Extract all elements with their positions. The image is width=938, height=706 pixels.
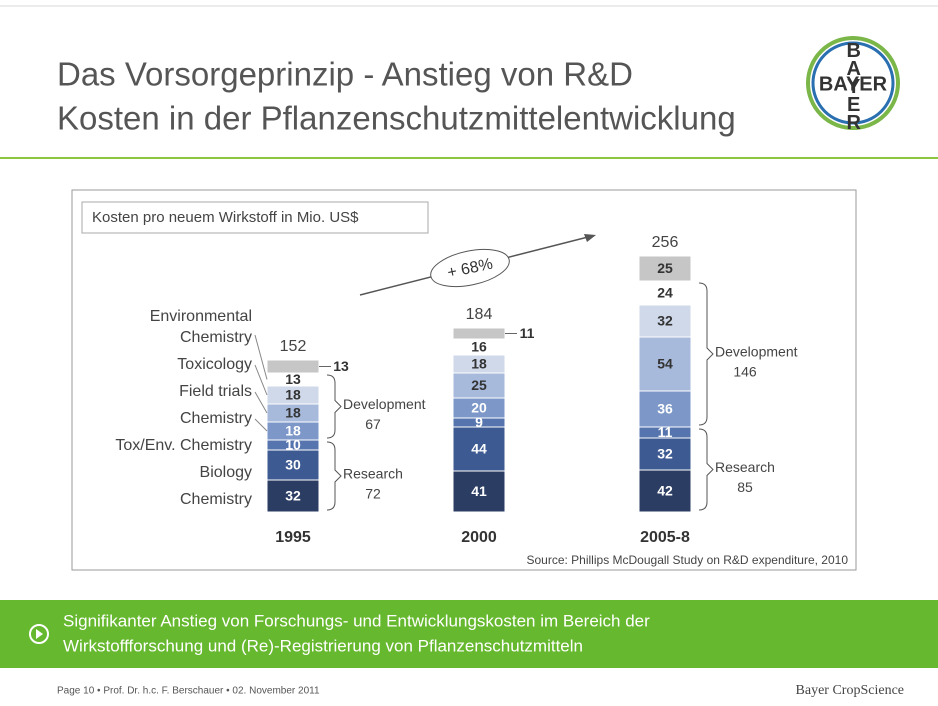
value-label: 16 <box>471 339 487 355</box>
value-label: 18 <box>285 387 301 403</box>
bar-segment <box>452 372 506 399</box>
bracket-label: Research <box>343 466 403 482</box>
value-label: 25 <box>471 377 487 393</box>
chart-subtitle: Kosten pro neuem Wirkstoff in Mio. US$ <box>92 209 359 226</box>
total-label: 256 <box>652 234 679 251</box>
bar-segment <box>452 470 506 513</box>
bracket-value: 72 <box>365 486 381 502</box>
x-tick-label: 1995 <box>275 529 311 546</box>
bar-segment <box>638 336 692 392</box>
annotation-ellipse <box>430 248 510 288</box>
bracket-value: 85 <box>737 479 753 495</box>
value-label: 24 <box>657 285 673 301</box>
bar-segment <box>638 255 692 282</box>
value-label: 18 <box>285 423 301 439</box>
logo-ring <box>806 36 900 130</box>
value-label: 18 <box>471 356 487 372</box>
bracket-label: Development <box>343 396 426 412</box>
label-leader <box>254 391 268 414</box>
value-label: 32 <box>285 488 301 504</box>
subtitle-box <box>81 201 429 234</box>
label-leader <box>254 334 268 380</box>
value-label: 20 <box>471 400 487 416</box>
logo-text: BAYER <box>819 73 888 95</box>
logo-text: BAYER <box>843 40 865 130</box>
label-leader <box>254 418 268 432</box>
value-label: 11 <box>520 325 535 341</box>
bar-segment <box>452 327 506 340</box>
title-line: Das Vorsorgeprinzip - Anstieg von R&D <box>57 56 633 93</box>
value-label: 32 <box>657 313 673 329</box>
footer-left: Page 10 • Prof. Dr. h.c. F. Berschauer •… <box>57 686 320 697</box>
series-label: Biology <box>199 464 252 481</box>
total-label: 184 <box>466 306 493 323</box>
banner <box>0 600 938 668</box>
value-label: 18 <box>285 405 301 421</box>
bar-segment <box>638 469 692 513</box>
bracket <box>698 282 714 426</box>
series-label: Field trials <box>179 383 252 400</box>
total-label: 152 <box>280 338 307 355</box>
arrow-head <box>584 234 596 242</box>
bar-segment <box>266 449 320 481</box>
banner-icon <box>29 624 49 644</box>
banner-icon <box>36 629 43 639</box>
value-label: 32 <box>657 446 673 462</box>
banner-text: Wirkstoffforschung und (Re)-Registrierun… <box>63 636 583 655</box>
bar-segment <box>638 280 692 306</box>
x-tick-label: 2005-8 <box>640 529 690 546</box>
bracket-value: 67 <box>365 416 381 432</box>
label-leader <box>254 364 268 396</box>
bracket <box>698 428 714 511</box>
value-label: 41 <box>471 483 487 499</box>
bracket-label: Research <box>715 459 775 475</box>
value-label: 30 <box>285 457 301 473</box>
bar-segment <box>266 479 320 513</box>
series-label: Chemistry <box>179 410 252 427</box>
series-label: Toxicology <box>177 356 252 373</box>
series-label: Tox/Env. Chemistry <box>115 437 252 454</box>
footer-right: Bayer CropScience <box>796 683 904 698</box>
bar-segment <box>638 390 692 428</box>
value-label: 10 <box>285 437 301 453</box>
value-label: 44 <box>471 441 487 457</box>
series-label: Environmental Chemistry <box>149 308 252 346</box>
bar-segment <box>638 437 692 471</box>
logo-ring <box>811 41 895 125</box>
value-label: 54 <box>657 356 673 372</box>
title-line: Kosten in der Pflanzenschutzmittelentwic… <box>57 100 736 137</box>
source: Source: Phillips McDougall Study on R&D … <box>526 553 848 567</box>
value-label: 36 <box>657 401 673 417</box>
bracket <box>326 374 342 439</box>
value-label: 42 <box>657 483 673 499</box>
bar-segment <box>638 304 692 338</box>
x-tick-label: 2000 <box>461 529 497 546</box>
banner-text: Signifikanter Anstieg von Forschungs- un… <box>63 611 650 630</box>
bracket-value: 146 <box>733 364 757 380</box>
bar-segment <box>266 359 320 374</box>
value-label: 25 <box>657 260 673 276</box>
bracket <box>326 441 342 511</box>
value-label: 13 <box>333 358 349 374</box>
bracket-label: Development <box>715 344 798 360</box>
value-label: 11 <box>658 424 673 440</box>
value-label: 9 <box>475 414 483 430</box>
value-label: 13 <box>285 371 301 387</box>
series-label: Chemistry <box>179 491 252 508</box>
logo: BAYER BAYER <box>806 36 900 130</box>
